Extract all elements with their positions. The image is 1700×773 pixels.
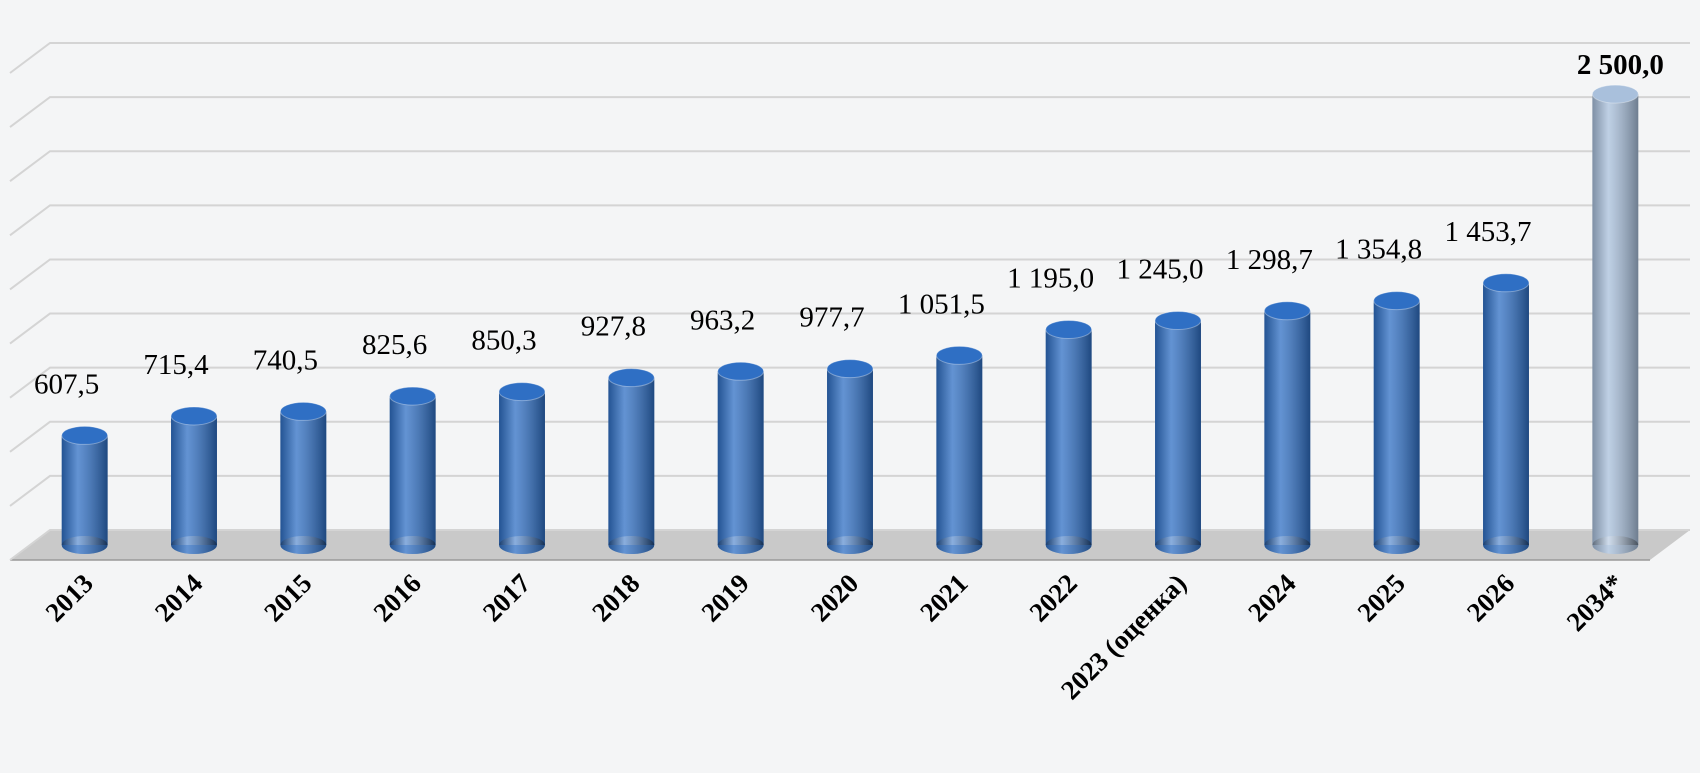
value-label: 963,2	[690, 304, 755, 336]
bar	[936, 346, 982, 554]
bar	[390, 387, 436, 554]
x-tick-label: 2013	[40, 568, 99, 627]
bar	[718, 362, 764, 554]
bar	[62, 426, 108, 554]
x-tick-label: 2018	[586, 568, 645, 627]
grid-line	[10, 205, 1690, 235]
bar	[499, 383, 545, 554]
value-label: 740,5	[253, 344, 318, 376]
value-label: 1 298,7	[1226, 244, 1313, 276]
grid-line	[10, 151, 1690, 181]
bar-body-shade	[1264, 311, 1310, 545]
value-label: 1 195,0	[1007, 262, 1094, 294]
bar-top	[1046, 320, 1092, 338]
bar-top	[499, 383, 545, 401]
x-tick-label: 2022	[1024, 568, 1083, 627]
x-tick-label: 2014	[149, 568, 208, 627]
bar-body-shade	[608, 378, 654, 545]
x-tick-label: 2016	[368, 568, 427, 627]
bar-body-shade	[1046, 329, 1092, 545]
x-tick-label: 2019	[696, 568, 755, 627]
x-tick-label: 2017	[477, 568, 536, 627]
bar-body-shade	[827, 369, 873, 545]
bar-body-shade	[936, 355, 982, 545]
bar-body-shade	[1592, 94, 1638, 545]
bar-top	[1592, 85, 1638, 103]
bar-top	[280, 402, 326, 420]
value-label: 1 051,5	[898, 288, 985, 320]
grid-line	[10, 97, 1690, 127]
bar	[1264, 302, 1310, 554]
bar	[827, 360, 873, 554]
bar-body-shade	[62, 435, 108, 545]
bar	[1155, 311, 1201, 554]
bar-top	[1374, 292, 1420, 310]
bar	[280, 402, 326, 554]
bar	[171, 407, 217, 554]
chart: 2013 607,5 2014 715,4 2015 740,5 2016 825,6 2017…	[0, 0, 1700, 773]
bar-top	[1264, 302, 1310, 320]
bar-top	[171, 407, 217, 425]
bar-body-shade	[499, 392, 545, 545]
grid-line	[10, 259, 1690, 289]
bar-top	[1155, 311, 1201, 329]
bar	[608, 369, 654, 554]
value-label: 1 245,0	[1117, 253, 1204, 285]
bar	[1592, 85, 1638, 554]
bar	[1483, 274, 1529, 554]
value-label: 607,5	[34, 368, 99, 400]
bar-body-shade	[1155, 320, 1201, 545]
x-tick-label: 2015	[258, 568, 317, 627]
value-label: 1 354,8	[1335, 234, 1422, 266]
x-tick-label: 2021	[914, 568, 973, 627]
x-tick-label: 2034*	[1561, 568, 1630, 637]
page: {"chart_data": {"type": "bar", "categori…	[0, 0, 1700, 773]
x-tick-label: 2024	[1242, 568, 1301, 627]
bar-top	[390, 387, 436, 405]
value-label: 825,6	[362, 329, 427, 361]
bar-body-shade	[1483, 283, 1529, 545]
value-label: 927,8	[581, 311, 646, 343]
bar-top	[718, 362, 764, 380]
bar-top	[936, 346, 982, 364]
value-label: 850,3	[471, 325, 536, 357]
bar-top	[62, 426, 108, 444]
x-tick-label: 2020	[805, 568, 864, 627]
value-label: 2 500,0	[1577, 49, 1664, 81]
value-label: 715,4	[143, 349, 209, 381]
bar-body-shade	[390, 396, 436, 545]
value-label: 1 453,7	[1445, 216, 1532, 248]
bar-body-shade	[718, 371, 764, 545]
bar-body-shade	[171, 416, 217, 545]
bar-body-shade	[1374, 301, 1420, 545]
x-tick-label: 2026	[1461, 568, 1520, 627]
bar-top	[608, 369, 654, 387]
bar-top	[1483, 274, 1529, 292]
bar-body-shade	[280, 411, 326, 545]
bar	[1374, 292, 1420, 554]
bar	[1046, 320, 1092, 554]
x-tick-label: 2025	[1352, 568, 1411, 627]
grid-line	[10, 43, 1690, 73]
value-label: 977,7	[799, 302, 864, 334]
bar-top	[827, 360, 873, 378]
